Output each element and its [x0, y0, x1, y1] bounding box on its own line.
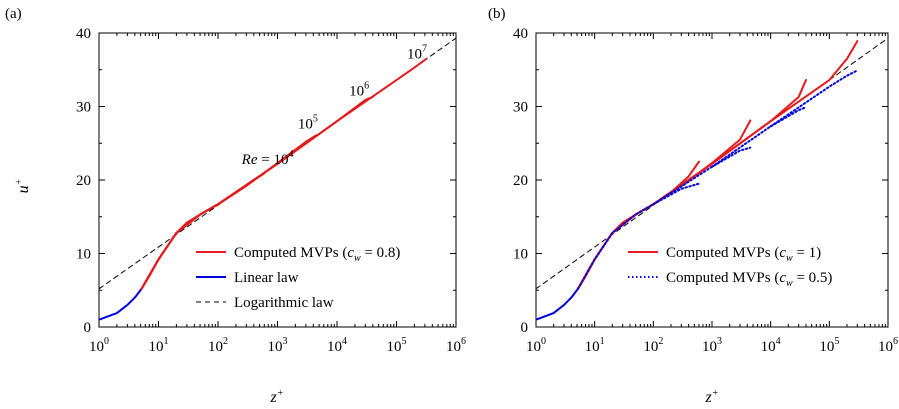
panel-a-re-label-1: 105	[298, 114, 318, 133]
panel-b-x-tick-label: 102	[643, 336, 663, 355]
panel-b-series-cw05-7	[652, 146, 752, 206]
panel-b-y-tick-label: 20	[513, 173, 528, 189]
panel-a-y-tick-label: 40	[76, 26, 91, 42]
panel-a-x-tick-label: 101	[149, 336, 169, 355]
panel-b-x-tick-label: 101	[585, 336, 605, 355]
panel-b-x-tick-label: 104	[761, 336, 781, 355]
panel-a-re-label-0: Re = 104	[241, 149, 294, 168]
panel-b-series-linear-0	[536, 287, 580, 321]
panel-b-x-axis-label: z+	[705, 388, 719, 406]
panel-b-label: (b)	[488, 6, 506, 22]
panel-b-series-cw05-8	[711, 106, 807, 168]
panel-a-x-tick-label: 106	[446, 336, 466, 355]
panel-b-series-cw05-6	[577, 182, 700, 290]
panel-a-series-linear-0	[99, 287, 143, 321]
panel-b-y-tick-label: 0	[521, 320, 529, 336]
panel-b-series-group	[536, 37, 888, 321]
panel-b-y-tick-label: 40	[513, 26, 528, 42]
panel-a-series-group	[99, 37, 456, 321]
panel-a-re-label-2: 106	[349, 80, 369, 99]
panel-a-re-label-3: 107	[407, 44, 427, 63]
panel-a-legend-label-0: Computed MVPs (cw = 0.8)	[234, 245, 400, 264]
panel-b-x-tick-label: 100	[526, 336, 546, 355]
panel-a-x-axis-label: z+	[270, 388, 284, 406]
panel-a-x-tick-label: 104	[327, 336, 347, 355]
panel-a-x-tick-label: 105	[387, 336, 407, 355]
panel-a-series-computed-5	[140, 57, 428, 290]
panel-b-y-tick-label: 10	[513, 247, 528, 263]
panel-b-x-tick-label: 103	[702, 336, 722, 355]
panel-a-y-tick-label: 30	[76, 100, 91, 116]
panel-b-plot-area: 100 101 102 103 104 105 106 0 10 20 30 40 Computed M…	[513, 26, 898, 355]
panel-a-y-tick-label: 0	[84, 320, 92, 336]
panel-b-x-tick-label: 106	[878, 336, 898, 355]
panel-a-legend-label-1: Linear law	[234, 270, 299, 286]
panel-a: (a) 100 101 102 103 104 105 106 0 10 20 30 40 Re = 1…	[5, 6, 466, 406]
panel-a-legend-label-2: Logarithmic law	[234, 295, 334, 311]
panel-a-y-axis-label: u+	[14, 179, 32, 194]
panel-a-x-tick-label: 102	[208, 336, 228, 355]
panel-b-legend-label-1: Computed MVPs (cw = 0.5)	[666, 270, 832, 289]
panel-a-x-tick-label: 103	[268, 336, 288, 355]
panel-b-series-cw05-9	[769, 69, 859, 128]
panel-b-x-tick-label: 105	[819, 336, 839, 355]
panel-b-y-tick-label: 30	[513, 100, 528, 116]
panel-a-x-tick-label: 100	[89, 336, 109, 355]
panel-b: (b) 100 101 102 103 104 105 106 0 10 20 30 40 Comput…	[488, 6, 898, 406]
panel-b-legend-label-0: Computed MVPs (cw = 1)	[666, 245, 821, 264]
panel-a-y-tick-label: 10	[76, 247, 91, 263]
panel-a-label: (a)	[5, 6, 22, 22]
panel-a-y-tick-label: 20	[76, 173, 91, 189]
panel-b-series-cw1-3	[577, 119, 752, 290]
